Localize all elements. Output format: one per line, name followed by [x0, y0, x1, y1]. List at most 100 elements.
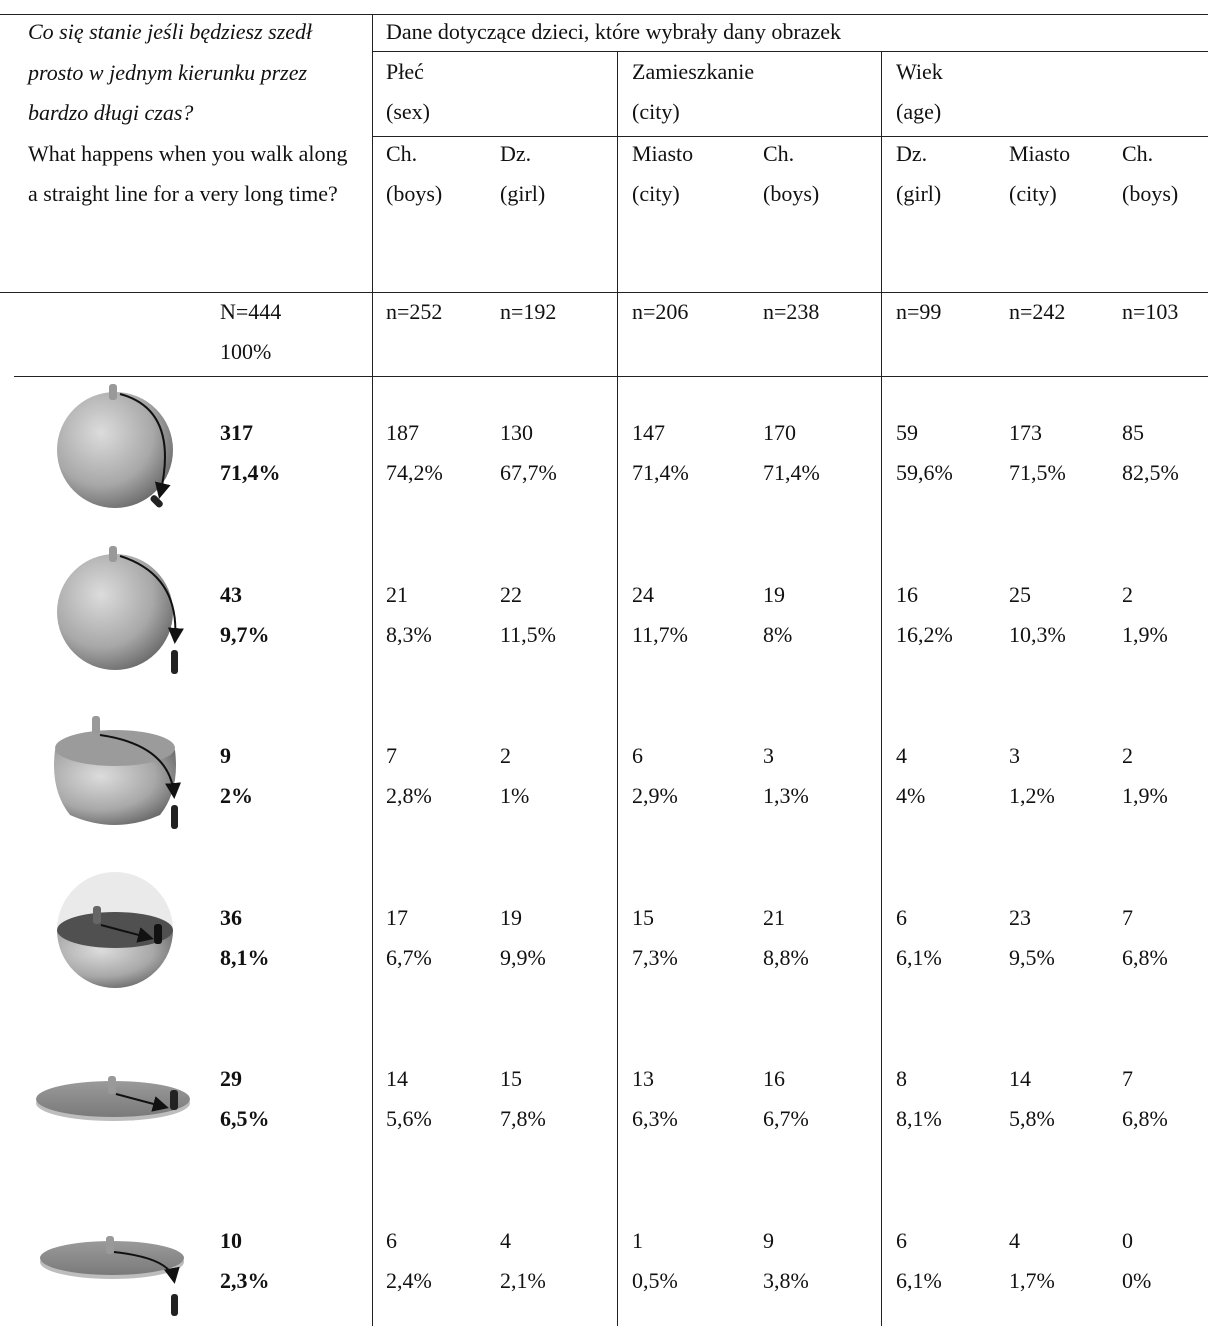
cell-count: 15	[500, 1066, 522, 1092]
illustrations	[36, 384, 190, 1316]
cell-count: 130	[500, 420, 533, 445]
question: Co się stanie jeśli będziesz szedł prost…	[28, 12, 358, 215]
illustration-6	[40, 1236, 184, 1316]
cell-percent: 8,3%	[386, 621, 432, 647]
cell-count: 16	[763, 1066, 785, 1092]
total-column: n=192	[500, 299, 557, 324]
cell-percent: 9,9%	[500, 944, 546, 970]
rule	[372, 14, 374, 1326]
cell-count: 6	[386, 1228, 397, 1253]
cell-count: 2	[1122, 743, 1133, 769]
rule	[372, 136, 1208, 138]
row-count: 29	[220, 1066, 242, 1092]
total-all: 100%	[220, 339, 272, 364]
cell-count: 187	[386, 420, 419, 445]
cell-percent: 6,1%	[896, 1268, 942, 1293]
row-percent: 2%	[220, 783, 253, 809]
cell-percent: 8,1%	[896, 1106, 942, 1132]
cell-count: 9	[763, 1228, 774, 1253]
cell-percent: 11,5%	[500, 621, 557, 647]
total-column: n=252	[386, 299, 443, 324]
cell-count: 4	[500, 1228, 511, 1253]
column-sub: (boys)	[763, 181, 820, 206]
cell-count: 4	[1009, 1228, 1020, 1253]
cell-count: 14	[386, 1066, 408, 1092]
cell-count: 1	[632, 1228, 643, 1253]
cell-percent: 6,3%	[632, 1106, 678, 1132]
illustration-3	[54, 716, 182, 829]
cell-percent: 8%	[763, 621, 793, 647]
cell-count: 4	[896, 743, 907, 769]
cell-count: 59	[896, 420, 918, 445]
row-percent: 71,4%	[220, 460, 281, 485]
column-sub: (girl)	[896, 181, 942, 206]
total-all: N=444	[220, 299, 282, 324]
group-sub: (city)	[632, 99, 680, 124]
question-pl: Co się stanie jeśli będziesz szedł prost…	[28, 19, 313, 125]
column-name: Ch.	[763, 141, 795, 166]
cell-percent: 3,8%	[763, 1268, 809, 1293]
total-column: n=206	[632, 299, 689, 324]
question-en: What happens when you walk along a strai…	[28, 140, 348, 207]
cell-count: 7	[1122, 1066, 1133, 1092]
cell-percent: 1,7%	[1009, 1268, 1055, 1293]
cell-count: 22	[500, 581, 522, 607]
cell-count: 6	[896, 1228, 907, 1253]
cell-count: 19	[500, 904, 522, 930]
cell-percent: 71,4%	[763, 460, 820, 485]
group-sub: (age)	[896, 99, 942, 124]
illustration-2	[57, 546, 184, 674]
cell-count: 2	[1122, 581, 1133, 607]
row-percent: 6,5%	[220, 1106, 270, 1132]
cell-percent: 0%	[1122, 1268, 1152, 1293]
column-name: Dz.	[500, 141, 532, 166]
cell-percent: 1,9%	[1122, 621, 1168, 647]
cell-count: 3	[1009, 743, 1020, 769]
cell-count: 19	[763, 581, 785, 607]
cell-count: 147	[632, 420, 665, 445]
cell-percent: 10,3%	[1009, 621, 1066, 647]
rule	[14, 376, 1208, 378]
column-sub: (city)	[632, 181, 680, 206]
cell-percent: 71,5%	[1009, 460, 1066, 485]
column-name: Dz.	[896, 141, 928, 166]
cell-percent: 9,5%	[1009, 944, 1055, 970]
cell-percent: 16,2%	[896, 621, 953, 647]
cell-percent: 6,8%	[1122, 1106, 1168, 1132]
cell-percent: 1,9%	[1122, 783, 1168, 809]
cell-count: 13	[632, 1066, 654, 1092]
cell-count: 7	[1122, 904, 1133, 930]
cell-percent: 8,8%	[763, 944, 809, 970]
cell-count: 6	[896, 904, 907, 930]
header-title: Dane dotyczące dzieci, które wybrały dan…	[386, 19, 842, 44]
row-count: 36	[220, 904, 242, 930]
cell-percent: 6,8%	[1122, 944, 1168, 970]
cell-percent: 6,7%	[763, 1106, 809, 1132]
row-percent: 9,7%	[220, 621, 270, 647]
cell-count: 6	[632, 743, 643, 769]
row-count: 9	[220, 743, 231, 769]
cell-percent: 11,7%	[632, 621, 689, 647]
illustration-4	[57, 872, 173, 988]
illustration-5	[36, 1076, 190, 1121]
cell-count: 21	[763, 904, 785, 930]
cell-percent: 67,7%	[500, 460, 557, 485]
column-name: Ch.	[1122, 141, 1154, 166]
column-name: Miasto	[632, 141, 694, 166]
cell-percent: 2,8%	[386, 783, 432, 809]
column-sub: (city)	[1009, 181, 1057, 206]
cell-percent: 6,7%	[386, 944, 432, 970]
rule	[617, 51, 619, 1326]
cell-percent: 82,5%	[1122, 460, 1179, 485]
column-sub: (boys)	[386, 181, 443, 206]
cell-percent: 7,8%	[500, 1106, 546, 1132]
cell-percent: 2,1%	[500, 1268, 546, 1293]
total-column: n=103	[1122, 299, 1179, 324]
cell-count: 8	[896, 1066, 907, 1092]
rule	[0, 14, 1208, 16]
cell-percent: 1,3%	[763, 783, 809, 809]
row-count: 317	[220, 420, 253, 445]
cell-percent: 71,4%	[632, 460, 689, 485]
row-percent: 8,1%	[220, 944, 270, 970]
